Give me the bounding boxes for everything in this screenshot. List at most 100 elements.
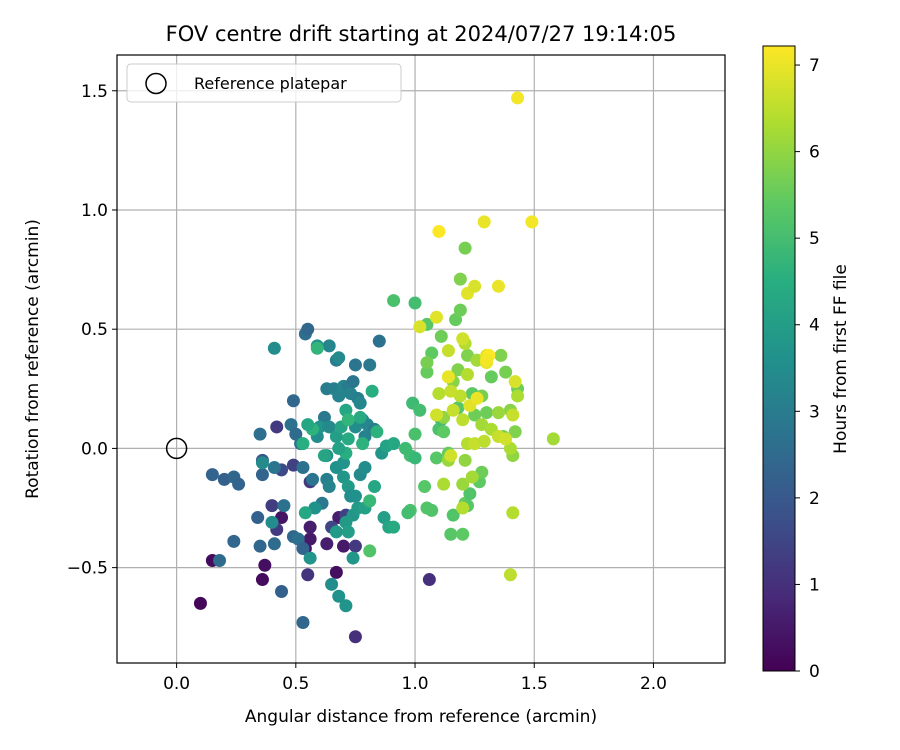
data-point [480,353,494,367]
data-point [441,370,455,384]
data-point [341,525,355,539]
data-point [332,351,346,365]
data-point [453,272,467,286]
data-point [358,460,372,474]
chart-title: FOV centre drift starting at 2024/07/27 … [166,22,677,46]
plot-frame [116,54,726,664]
colorbar: 0 1 2 3 4 5 6 7 Hours from first FF file [762,45,851,682]
data-point [296,460,310,474]
data-point [458,453,472,467]
data-point [456,477,470,491]
data-point [303,551,317,565]
data-point [420,365,434,379]
data-point [511,91,525,105]
data-point [425,503,439,517]
data-point [480,406,494,420]
data-point [251,511,265,525]
y-tick-label: 1.5 [81,82,108,102]
data-point [456,527,470,541]
colorbar-tick-label: 6 [809,143,820,163]
data-point [255,456,269,470]
data-point [325,577,339,591]
data-point [310,341,324,355]
data-point [301,568,315,582]
data-point [470,391,484,405]
data-point [275,584,289,598]
colorbar-gradient [762,45,796,672]
data-point [296,437,310,451]
data-point [401,506,415,520]
data-point [372,334,386,348]
x-tick-label: 0.0 [163,674,190,694]
data-point [456,413,470,427]
y-tick-label: 0.5 [81,320,108,340]
data-point [408,296,422,310]
data-point [322,339,336,353]
data-point [363,358,377,372]
data-point [353,410,367,424]
data-point [363,544,377,558]
data-point [255,468,269,482]
data-point [348,358,362,372]
data-point [434,329,448,343]
y-axis-label: Rotation from reference (arcmin) [23,219,43,499]
data-point [446,508,460,522]
data-point [337,539,351,553]
data-point [468,279,482,293]
data-point [477,215,491,229]
data-point [444,384,458,398]
data-point [303,532,317,546]
data-point [546,432,560,446]
data-point [437,425,451,439]
data-point [286,394,300,408]
data-point [446,403,460,417]
data-point [363,494,377,508]
data-point [267,537,281,551]
data-point [317,449,331,463]
y-tick-label: 0.0 [81,439,108,459]
y-tick-label: −0.5 [67,559,108,579]
data-point [525,215,539,229]
data-point [408,427,422,441]
data-point [387,520,401,534]
data-point [429,451,443,465]
data-point [453,303,467,317]
data-point [303,520,317,534]
data-point [348,489,362,503]
data-point [329,525,343,539]
data-point [506,408,520,422]
data-point [365,384,379,398]
data-point [258,558,272,572]
data-point [322,420,336,434]
data-point [368,480,382,494]
colorbar-label: Hours from first FF file [831,264,851,454]
data-point [213,553,227,567]
data-point [227,534,241,548]
colorbar-ticks: 0 1 2 3 4 5 6 7 [795,56,820,682]
data-point [339,599,353,613]
data-point [387,437,401,451]
data-point [408,451,422,465]
colorbar-tick-label: 3 [809,402,820,422]
data-point [441,344,455,358]
data-point [301,322,315,336]
x-tick-label: 0.5 [282,674,309,694]
x-axis: 0.0 0.5 1.0 1.5 2.0 [163,663,667,694]
data-point [332,589,346,603]
data-point [346,551,360,565]
legend-box [126,63,402,103]
colorbar-tick-label: 2 [809,489,820,509]
data-point [456,501,470,515]
data-point [499,365,513,379]
data-point [341,432,355,446]
data-point [253,427,267,441]
data-point [356,437,370,451]
legend-label: Reference platepar [194,74,347,93]
data-point [267,460,281,474]
data-point [205,468,219,482]
data-point [253,539,267,553]
data-point [301,418,315,432]
data-point [456,332,470,346]
data-point [296,542,310,556]
